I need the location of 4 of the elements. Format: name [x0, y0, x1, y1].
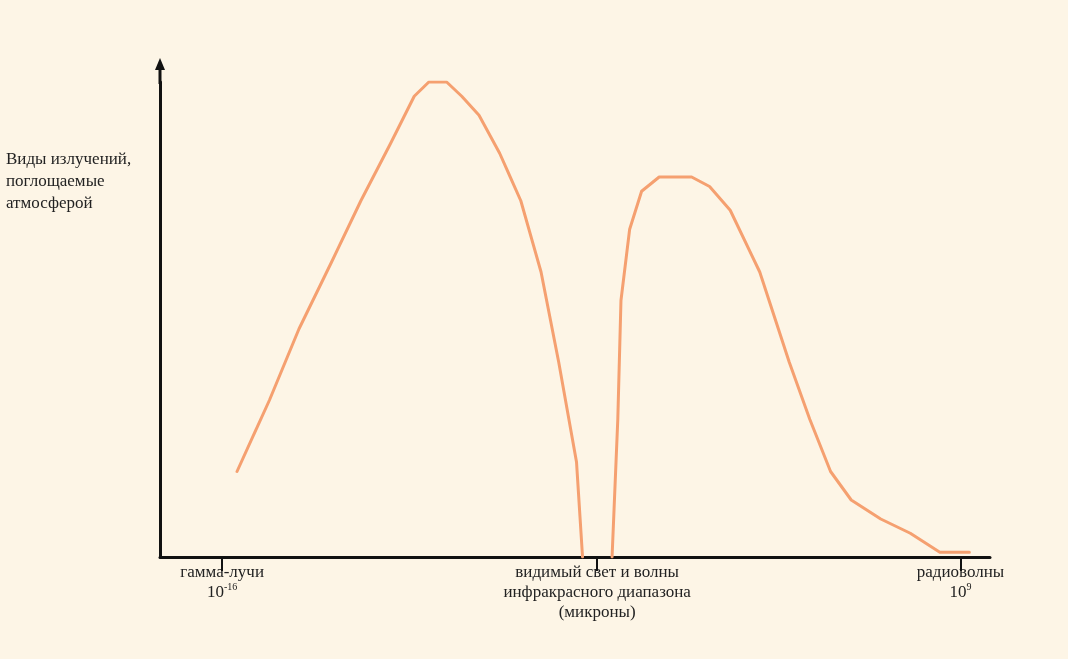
- text: видимый свет и волны инфракрасного диапазона (микроны): [503, 561, 692, 621]
- text: радиоволны: [916, 561, 1005, 581]
- text: гамма-лучи: [180, 561, 264, 581]
- y-axis-title: Виды излучений, поглощаемые атмосферой: [6, 148, 133, 214]
